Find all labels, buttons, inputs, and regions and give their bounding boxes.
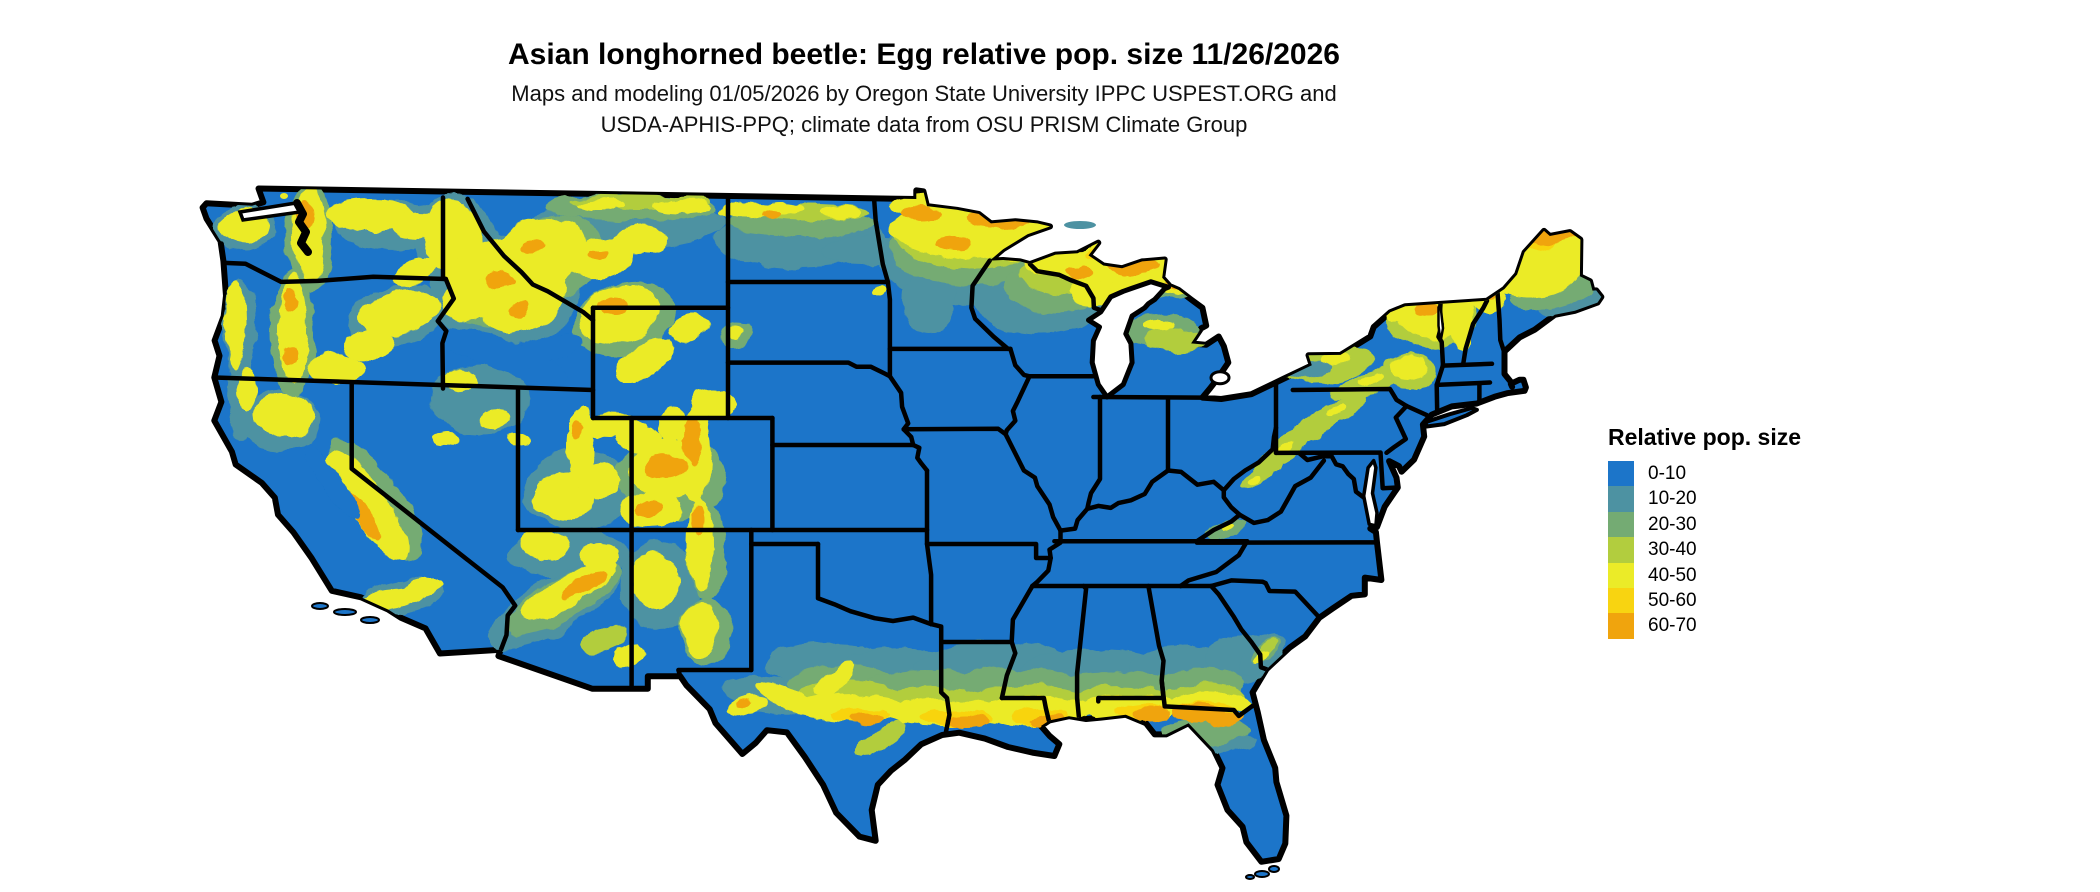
legend-label: 30-40 (1648, 539, 1697, 561)
figure-title: Asian longhorned beetle: Egg relative po… (508, 38, 1340, 72)
legend-row: 0-10 (1608, 461, 1801, 487)
coastal-water-details (237, 199, 312, 256)
legend-label: 60-70 (1648, 615, 1697, 637)
legend-items: 0-10 10-20 20-30 30-40 40-50 50-60 60-70 (1608, 461, 1801, 639)
legend-swatch-30-40 (1608, 537, 1634, 563)
legend-label: 10-20 (1648, 488, 1697, 510)
legend-swatch-20-30 (1608, 511, 1634, 538)
legend-row: 60-70 (1608, 613, 1801, 639)
great-lakes (1086, 279, 1445, 528)
figure-subtitle-line2: USDA-APHIS-PPQ; climate data from OSU PR… (600, 112, 1248, 137)
legend-label: 50-60 (1648, 589, 1697, 611)
legend-row: 30-40 (1608, 537, 1801, 563)
legend-swatch-60-70 (1608, 613, 1634, 639)
legend-row: 50-60 (1608, 587, 1801, 614)
legend-row: 10-20 (1608, 486, 1801, 512)
legend-swatch-0-10 (1608, 461, 1634, 487)
legend-label: 0-10 (1648, 463, 1687, 484)
state-borders (212, 195, 1507, 735)
map-legend: Relative pop. size 0-10 10-20 20-30 30-40 40… (1608, 424, 1801, 639)
legend-swatch-10-20 (1608, 486, 1634, 512)
legend-swatch-50-60 (1608, 587, 1634, 614)
legend-row: 40-50 (1608, 562, 1801, 588)
legend-swatch-40-50 (1608, 562, 1634, 588)
figure-subtitle-line1: Maps and modeling 01/05/2026 by Oregon S… (511, 81, 1337, 106)
legend-label: 40-50 (1648, 564, 1697, 586)
legend-row: 20-30 (1608, 511, 1801, 538)
figure-subtitle: Maps and modeling 01/05/2026 by Oregon S… (0, 78, 1848, 140)
legend-title: Relative pop. size (1608, 424, 1802, 450)
islands (280, 193, 1479, 880)
legend-label: 20-30 (1648, 513, 1697, 535)
